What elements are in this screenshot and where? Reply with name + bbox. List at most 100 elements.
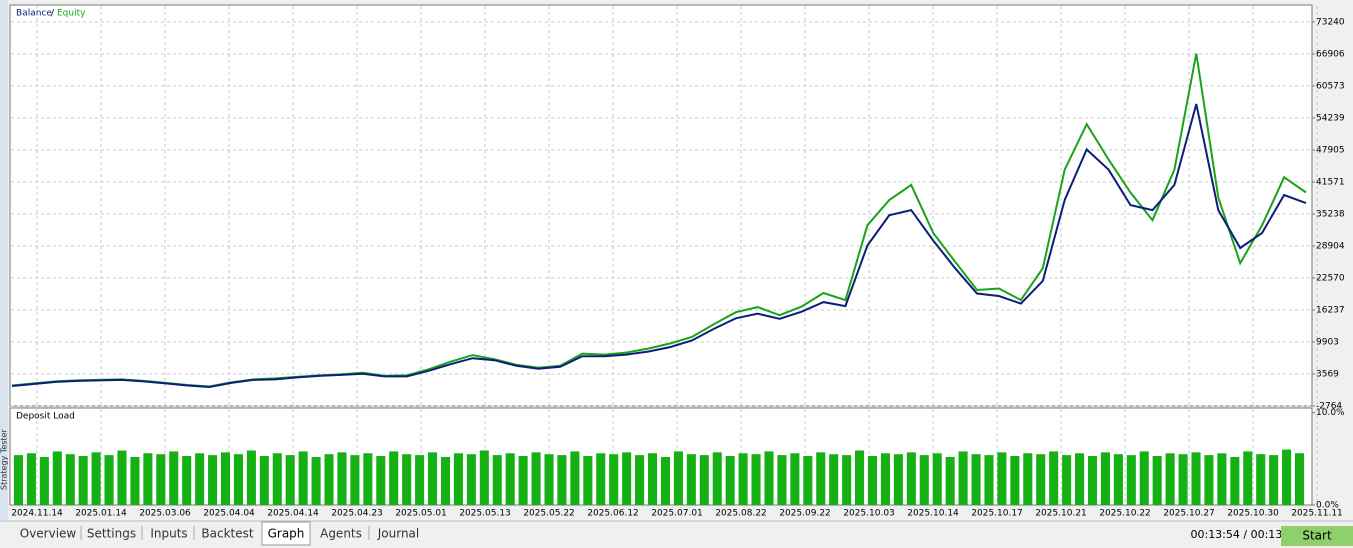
deposit-bar [259, 456, 269, 505]
x-tick-label: 2025.05.01 [395, 509, 447, 519]
y-tick-label: 3569 [1316, 370, 1339, 380]
x-tick-label: 2025.10.17 [971, 509, 1023, 519]
x-tick-label: 2025.05.22 [523, 509, 575, 519]
side-label: Strategy Tester [0, 429, 9, 490]
y-tick-label: 35238 [1316, 209, 1345, 219]
legend-equity: Equity [57, 9, 86, 19]
deposit-bar [337, 452, 347, 505]
tab[interactable]: Inputs [150, 527, 187, 541]
x-tick-label: 2025.03.06 [139, 509, 191, 519]
deposit-bar [350, 455, 360, 505]
deposit-bar [531, 452, 541, 505]
deposit-bar [1126, 455, 1136, 505]
deposit-bar [893, 454, 903, 505]
deposit-bar [997, 452, 1007, 505]
deposit-bar [842, 455, 852, 505]
y-tick-label: 54239 [1316, 113, 1345, 123]
deposit-bar [816, 452, 826, 505]
tab[interactable]: Journal [377, 527, 420, 541]
deposit-bar [867, 456, 878, 505]
deposit-bar [1230, 456, 1240, 505]
deposit-bar [376, 456, 386, 505]
deposit-bar [635, 455, 645, 505]
deposit-bar [738, 453, 748, 505]
x-tick-label: 2025.04.23 [331, 509, 383, 519]
y-tick-label: 22570 [1316, 273, 1345, 283]
plot: 2024.11.14 2025.01.14 2025.03.06 2025.04.04… [11, 6, 1345, 519]
deposit-bar [1010, 456, 1020, 505]
tab[interactable]: Agents [320, 527, 362, 541]
x-tick-label: 2025.10.21 [1035, 509, 1087, 519]
deposit-bar [712, 452, 722, 505]
deposit-bar [78, 456, 88, 505]
deposit-bar [415, 455, 425, 505]
deposit-bar [609, 454, 619, 505]
deposit-bar [1087, 456, 1098, 505]
deposit-bar [1062, 455, 1072, 505]
start-button-label[interactable]: Start [1302, 529, 1332, 543]
deposit-bar [945, 456, 955, 505]
start-button[interactable] [1281, 526, 1353, 546]
deposit-bar [492, 455, 502, 505]
x-tick-label: 2025.09.22 [779, 509, 831, 519]
deposit-bar [1256, 454, 1266, 505]
deposit-bar [479, 450, 489, 505]
y-tick-label: 47905 [1316, 145, 1345, 155]
deposit-bar [673, 451, 683, 505]
x-tick-label: 2025.10.03 [843, 509, 895, 519]
deposit-bar [453, 453, 463, 505]
deposit-bar [195, 453, 205, 505]
deposit-bar [1165, 453, 1175, 505]
x-tick-label: 2024.11.14 [11, 509, 63, 519]
deposit-bar [91, 452, 101, 505]
side-strip [0, 0, 8, 520]
x-tick-label: 2025.01.14 [75, 509, 127, 519]
deposit-bar [1139, 451, 1149, 505]
deposit-bar [557, 455, 567, 505]
deposit-bar [764, 451, 774, 505]
deposit-bar [389, 451, 399, 505]
x-tick-label: 2025.07.01 [651, 509, 703, 519]
x-tick-label: 2025.04.04 [203, 509, 255, 519]
deposit-bar [1191, 452, 1201, 505]
x-tick-label: 2025.11.11 [1291, 509, 1343, 519]
deposit-bar [440, 456, 451, 505]
y-tick-label: 60573 [1316, 81, 1345, 91]
deposit-bar [466, 454, 476, 505]
tab[interactable]: Graph [268, 527, 305, 541]
deposit-bar [363, 453, 373, 505]
deposit-bar [143, 453, 153, 505]
deposit-bar [1152, 456, 1162, 505]
x-tick-label: 2025.10.14 [907, 509, 959, 519]
deposit-bar [1113, 454, 1123, 505]
x-tick-label: 2025.06.12 [587, 509, 639, 519]
deposit-bar [932, 453, 942, 505]
elapsed-time: 00:13:54 / 00:13:54 [1190, 528, 1300, 541]
deposit-bar [583, 456, 593, 505]
y-tick-label: 66906 [1316, 49, 1345, 59]
tab-bar: Overview Settings Inputs Backtest Graph Agent… [20, 521, 420, 546]
deposit-bar [39, 456, 49, 505]
deposit-bar [751, 454, 761, 505]
deposit-bar [1269, 455, 1279, 505]
deposit-bar [829, 454, 839, 505]
deposit-bar [182, 456, 192, 505]
deposit-bar [104, 455, 114, 505]
deposit-bar [428, 452, 438, 505]
tab[interactable]: Overview [20, 527, 77, 541]
deposit-bar [65, 454, 75, 505]
deposit-bar [208, 455, 218, 505]
deposit-bar [906, 452, 916, 505]
deposit-bar [130, 456, 140, 505]
tab[interactable]: Settings [87, 527, 136, 541]
tab[interactable]: Backtest [201, 527, 253, 541]
y-tick-label: -2764 [1316, 402, 1342, 412]
deposit-bar [855, 450, 865, 505]
deposit-bar [803, 456, 813, 505]
deposit-bar [13, 455, 23, 505]
deposit-bar [1295, 453, 1305, 505]
y-tick-label: 73240 [1316, 17, 1345, 27]
deposit-bar [777, 455, 787, 505]
series-line [11, 103, 1307, 389]
